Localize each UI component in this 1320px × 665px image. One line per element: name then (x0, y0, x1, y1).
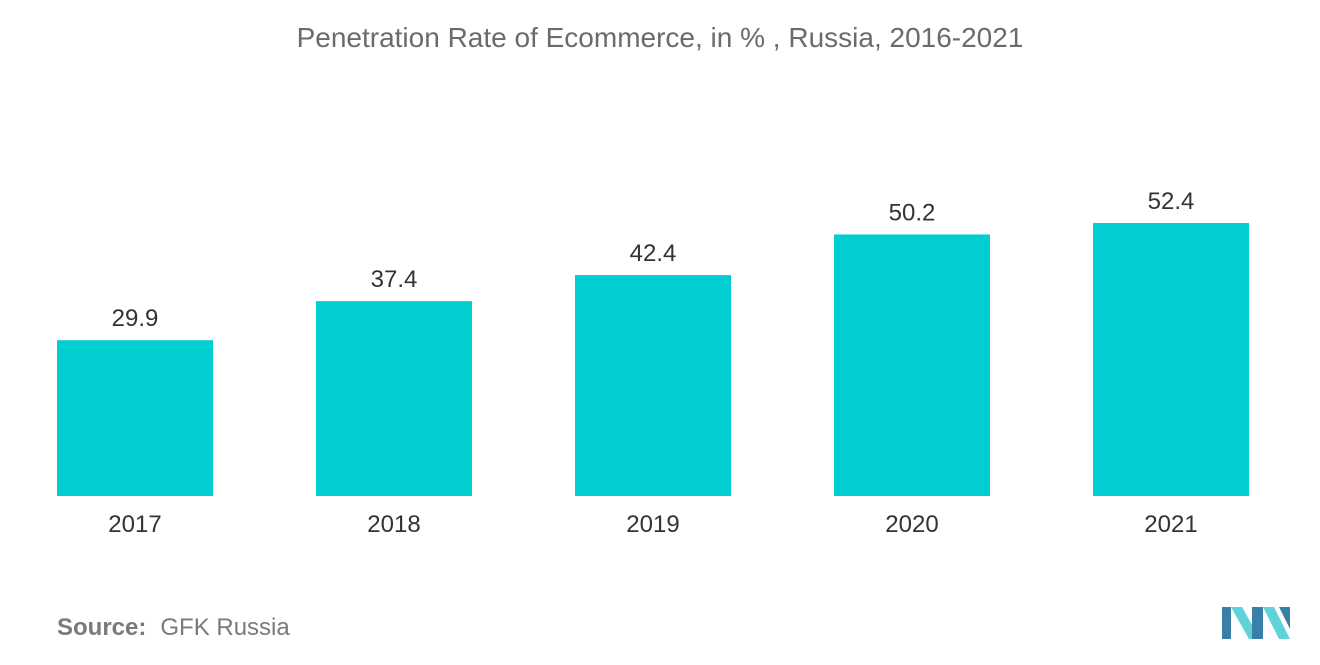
data-label-2020: 50.2 (889, 199, 936, 226)
bar-2020 (834, 234, 990, 496)
x-tick-label-2018: 2018 (367, 511, 420, 538)
bar-2021 (1093, 223, 1249, 496)
bar-2017 (57, 340, 213, 496)
x-tick-label-2017: 2017 (108, 511, 161, 538)
chart-title: Penetration Rate of Ecommerce, in % , Ru… (296, 22, 1024, 53)
x-tick-label-2020: 2020 (885, 511, 938, 538)
data-label-2021: 52.4 (1148, 188, 1195, 215)
x-tick-label-2021: 2021 (1144, 511, 1197, 538)
data-label-2019: 42.4 (630, 240, 677, 267)
data-label-2018: 37.4 (371, 266, 418, 293)
bar-2018 (316, 301, 472, 496)
source-note: Source: GFK Russia (57, 614, 290, 642)
source-label: Source: (57, 614, 147, 641)
data-label-2017: 29.9 (112, 305, 159, 332)
x-tick-label-2019: 2019 (626, 511, 679, 538)
bar-2019 (575, 275, 731, 496)
mordor-logo-icon (1222, 607, 1290, 639)
source-text: GFK Russia (160, 614, 290, 641)
bar-chart: 29.9 37.4 42.4 50.2 52.4 2017 2018 2019 2020 202… (57, 188, 1249, 538)
